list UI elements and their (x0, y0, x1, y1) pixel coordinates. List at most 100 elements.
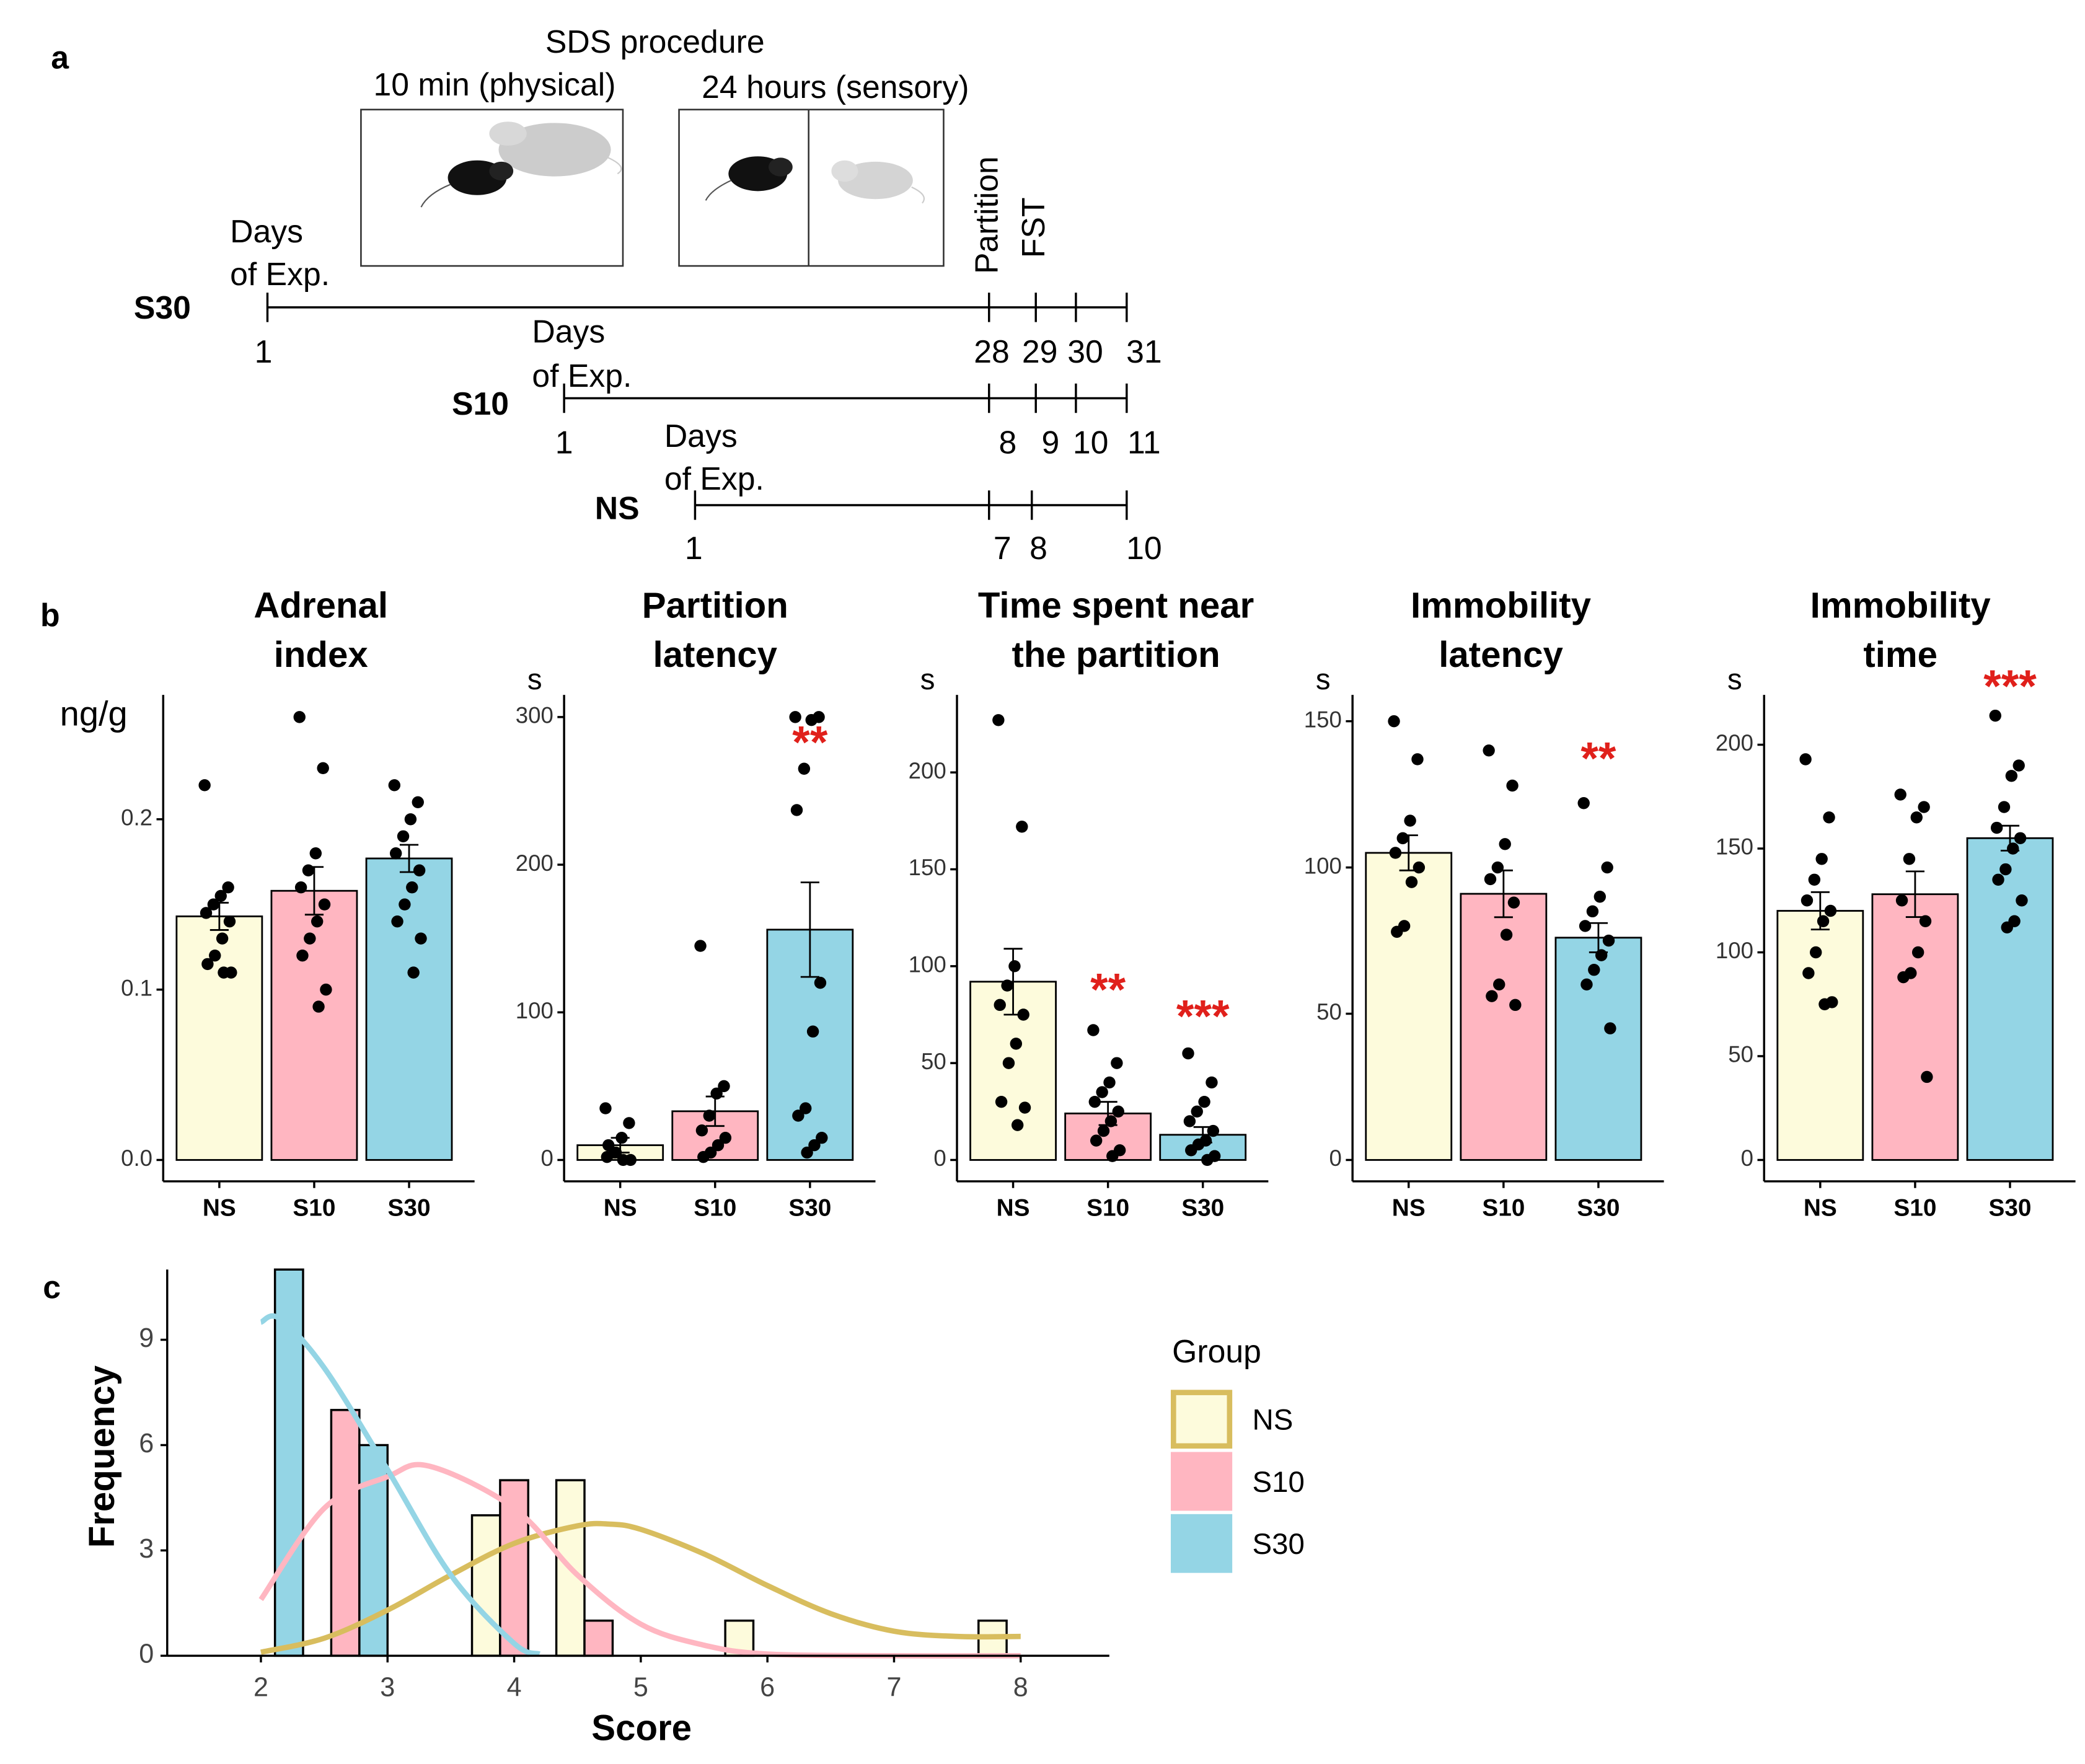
significance: *** (1176, 990, 1230, 1041)
data-point (805, 713, 818, 726)
day-label: 29 (1022, 333, 1058, 369)
x-tick-label: S10 (1482, 1194, 1525, 1221)
data-point (615, 1132, 628, 1144)
box-label: 10 min (physical) (374, 66, 616, 102)
data-point (1823, 811, 1835, 824)
density-curve (260, 1520, 1021, 1655)
data-point (1815, 853, 1828, 865)
data-point (2007, 842, 2019, 855)
data-point (1594, 891, 1606, 903)
panel-label: a (51, 40, 69, 76)
box-label: 24 hours (sensory) (702, 69, 969, 105)
y-tick-label: 0 (540, 1145, 553, 1171)
data-point (1491, 861, 1504, 874)
data-point (1018, 1101, 1031, 1114)
data-point (995, 1095, 1008, 1108)
data-point (694, 940, 707, 952)
significance: ** (1580, 733, 1616, 783)
data-point (992, 714, 1005, 726)
data-point (623, 1117, 635, 1129)
data-point (1389, 847, 1402, 859)
legend-key (1170, 1390, 1233, 1449)
day-label: 8 (999, 425, 1017, 461)
data-point (214, 889, 227, 902)
data-point (719, 1132, 732, 1144)
x-tick-label: S30 (388, 1194, 431, 1221)
data-point (1191, 1105, 1203, 1118)
chart-title: latency (1439, 635, 1563, 675)
data-point (1493, 978, 1505, 991)
x-tick-label: NS (203, 1194, 236, 1221)
data-point (1818, 998, 1831, 1010)
data-point (1090, 1134, 1103, 1147)
day-label: 31 (1126, 333, 1162, 369)
data-point (312, 1000, 325, 1013)
data-point (201, 958, 214, 971)
data-point (2005, 770, 2018, 782)
y-tick-label: 200 (909, 758, 946, 783)
data-point (1602, 934, 1615, 947)
data-point (1921, 1070, 1933, 1083)
data-point (1911, 946, 1924, 959)
data-point (1088, 1095, 1101, 1108)
data-point (1918, 801, 1930, 813)
x-tick-label: 5 (633, 1673, 648, 1703)
density-curve (260, 1313, 541, 1657)
data-point (602, 1139, 615, 1152)
significance: ** (1090, 964, 1126, 1015)
y-axis-unit: ng/g (60, 694, 128, 733)
day-label: 1 (255, 333, 273, 369)
chart-title: Immobility (1810, 585, 1991, 625)
data-point (1486, 990, 1498, 1002)
bar (365, 857, 453, 1161)
data-point (1604, 1022, 1616, 1034)
data-point (1002, 1057, 1015, 1069)
y-axis-unit: s (527, 663, 542, 696)
y-tick-label: 0.1 (121, 975, 152, 1000)
x-tick-label: S10 (293, 1194, 335, 1221)
x-tick-label: S30 (1577, 1194, 1620, 1221)
tail (607, 157, 622, 175)
data-point (1185, 1144, 1197, 1157)
y-tick-label: 0.0 (121, 1145, 152, 1171)
data-point (318, 898, 331, 911)
data-point (1799, 753, 1812, 765)
data-point (1104, 1115, 1117, 1127)
x-tick-label: S10 (694, 1194, 736, 1221)
data-point (415, 932, 427, 945)
data-point (798, 762, 811, 775)
histogram-bar (470, 1514, 501, 1657)
y-tick-label: 3 (139, 1534, 154, 1564)
data-point (1198, 1095, 1210, 1108)
chart-title: Time spent near (978, 585, 1254, 625)
data-point (207, 898, 220, 911)
data-point (1810, 946, 1822, 959)
day-label: 10 (1073, 425, 1109, 461)
physical-box (360, 108, 624, 267)
data-point (320, 983, 332, 996)
day-label: 7 (994, 530, 1012, 566)
data-point (2012, 759, 2025, 772)
data-point (198, 779, 211, 792)
y-tick-label: 0.2 (121, 805, 152, 830)
chart-title: Immobility (1411, 585, 1592, 625)
y-tick-label: 50 (1728, 1042, 1753, 1067)
x-tick-label: 7 (886, 1673, 901, 1703)
data-point (1413, 861, 1426, 874)
data-point (1499, 838, 1511, 850)
bar (1966, 837, 2054, 1161)
histogram-bar (330, 1409, 361, 1657)
data-point (1112, 1105, 1124, 1118)
tail (911, 186, 925, 204)
data-point (1391, 925, 1403, 938)
data-point (389, 847, 402, 860)
y-tick-label: 0 (139, 1639, 154, 1669)
data-point (391, 915, 403, 928)
data-point (1580, 978, 1593, 991)
chart-title: Partition (642, 585, 788, 625)
y-tick-label: 300 (516, 703, 553, 728)
data-point (209, 949, 221, 962)
data-point (222, 881, 234, 894)
day-label: 1 (685, 530, 703, 566)
